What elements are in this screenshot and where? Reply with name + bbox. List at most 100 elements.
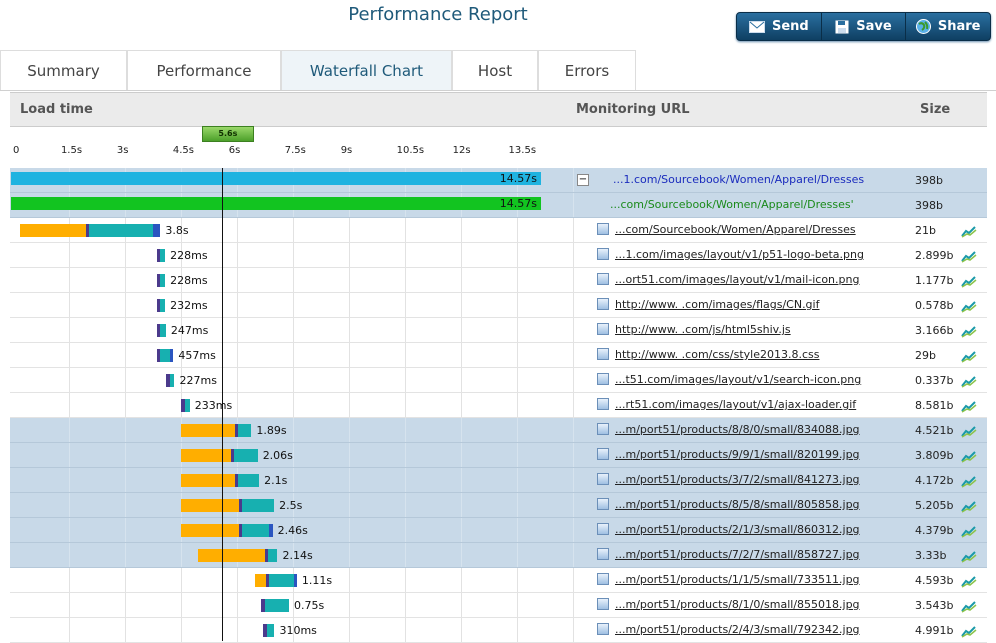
tab-summary[interactable]: Summary bbox=[0, 50, 127, 90]
resource-url[interactable]: ...m/port51/products/3/7/2/small/841273.… bbox=[615, 473, 860, 486]
load-time-value: 2.5s bbox=[279, 499, 303, 512]
trend-chart-icon[interactable] bbox=[961, 448, 977, 463]
grid-line bbox=[572, 168, 574, 192]
grid-line bbox=[348, 618, 350, 642]
trend-chart-icon[interactable] bbox=[961, 373, 977, 388]
grid-line bbox=[68, 468, 70, 492]
trend-chart-icon[interactable] bbox=[961, 623, 977, 638]
trend-chart-icon[interactable] bbox=[961, 248, 977, 263]
resource-url[interactable]: ...1.com/images/layout/v1/p51-logo-beta.… bbox=[615, 248, 864, 261]
grid-line bbox=[348, 218, 350, 242]
resource-size: 21b bbox=[915, 224, 936, 237]
load-time-value: 247ms bbox=[170, 324, 209, 337]
trend-chart-icon[interactable] bbox=[961, 273, 977, 288]
image-file-icon bbox=[597, 498, 609, 510]
resource-url[interactable]: ...ort51.com/images/layout/v1/mail-icon.… bbox=[615, 273, 860, 286]
timing-wait-segment bbox=[180, 424, 235, 437]
trend-chart-icon[interactable] bbox=[961, 523, 977, 538]
resource-url[interactable]: http://www. .com/images/flags/CN.gif bbox=[615, 298, 820, 311]
timing-receive-segment bbox=[233, 449, 258, 462]
resource-url[interactable]: ...m/port51/products/7/2/7/small/858727.… bbox=[615, 548, 860, 561]
trend-chart-icon[interactable] bbox=[961, 398, 977, 413]
grid-line bbox=[124, 568, 126, 592]
resource-size: 3.809b bbox=[915, 449, 954, 462]
grid-line bbox=[348, 418, 350, 442]
image-file-icon bbox=[597, 398, 609, 410]
grid-line bbox=[180, 243, 182, 267]
grid-line bbox=[572, 193, 574, 217]
trend-chart-icon[interactable] bbox=[961, 348, 977, 363]
grid-line bbox=[124, 418, 126, 442]
load-time-value: 457ms bbox=[178, 349, 216, 362]
resource-url[interactable]: ...com/Sourcebook/Women/Apparel/Dresses bbox=[615, 223, 856, 236]
grid-line bbox=[68, 568, 70, 592]
resource-url[interactable]: ...t51.com/images/layout/v1/search-icon.… bbox=[615, 373, 862, 386]
timing-receive-segment bbox=[268, 549, 278, 562]
trend-chart-icon[interactable] bbox=[961, 573, 977, 588]
grid-line bbox=[404, 293, 406, 317]
grid-line bbox=[292, 443, 294, 467]
grid-line bbox=[572, 393, 574, 417]
resource-size: 3.543b bbox=[915, 599, 954, 612]
grid-line bbox=[236, 268, 238, 292]
collapse-toggle[interactable]: − bbox=[577, 174, 589, 186]
trend-chart-icon[interactable] bbox=[961, 548, 977, 563]
grid-line bbox=[180, 593, 182, 617]
resource-url[interactable]: ...rt51.com/images/layout/v1/ajax-loader… bbox=[615, 398, 857, 411]
trend-chart-icon[interactable] bbox=[961, 598, 977, 613]
table-row: 1.11s ...m/port51/products/1/1/5/small/73… bbox=[10, 568, 987, 593]
trend-chart-icon[interactable] bbox=[961, 223, 977, 238]
resource-url[interactable]: ...m/port51/products/8/8/0/small/834088.… bbox=[615, 423, 860, 436]
waterfall-rows: 14.57s − ...1.com/Sourcebook/Women/Apparel… bbox=[10, 168, 987, 643]
table-row: 2.46s ...m/port51/products/2/1/3/small/86… bbox=[10, 518, 987, 543]
size-header[interactable]: Size bbox=[920, 102, 951, 117]
load-time-value: 3.8s bbox=[165, 224, 189, 237]
trend-chart-icon[interactable] bbox=[961, 473, 977, 488]
timing-connect-segment bbox=[265, 574, 270, 587]
image-file-icon bbox=[597, 623, 609, 635]
resource-url[interactable]: ...m/port51/products/8/1/0/small/855018.… bbox=[615, 598, 860, 611]
trend-chart-icon[interactable] bbox=[961, 323, 977, 338]
grid-line bbox=[124, 293, 126, 317]
resource-url[interactable]: ...m/port51/products/2/1/3/small/860312.… bbox=[615, 523, 860, 536]
tab-performance[interactable]: Performance bbox=[127, 50, 281, 90]
resource-url[interactable]: ...m/port51/products/9/9/1/small/820199.… bbox=[615, 448, 860, 461]
load-time-header[interactable]: Load time bbox=[20, 102, 93, 117]
timing-wait-segment bbox=[180, 474, 235, 487]
timing-dns-segment bbox=[152, 224, 161, 237]
resource-size: 4.593b bbox=[915, 574, 954, 587]
summary-url[interactable]: ...com/Sourcebook/Women/Apparel/Dresses' bbox=[610, 198, 854, 211]
resource-url[interactable]: ...m/port51/products/8/5/8/small/805858.… bbox=[615, 498, 860, 511]
load-time-value: 232ms bbox=[170, 299, 208, 312]
resource-url[interactable]: ...m/port51/products/1/1/5/small/733511.… bbox=[615, 573, 860, 586]
trend-chart-icon[interactable] bbox=[961, 298, 977, 313]
resource-url[interactable]: ...m/port51/products/2/4/3/small/792342.… bbox=[615, 623, 860, 636]
share-button[interactable]: Share bbox=[906, 13, 990, 40]
trend-chart-icon[interactable] bbox=[961, 498, 977, 513]
monitoring-url-header[interactable]: Monitoring URL bbox=[576, 102, 690, 117]
resource-url[interactable]: http://www. .com/css/style2013.8.css bbox=[615, 348, 820, 361]
summary-url[interactable]: ...1.com/Sourcebook/Women/Apparel/Dresse… bbox=[613, 173, 865, 186]
tab-errors[interactable]: Errors bbox=[538, 50, 636, 90]
grid-line bbox=[124, 268, 126, 292]
tab-host[interactable]: Host bbox=[452, 50, 538, 90]
grid-line bbox=[68, 368, 70, 392]
table-header: Load time Monitoring URL Size bbox=[10, 92, 987, 127]
grid-line bbox=[348, 568, 350, 592]
load-time-value: 2.1s bbox=[264, 474, 288, 487]
grid-line bbox=[124, 618, 126, 642]
tab-waterfall-chart[interactable]: Waterfall Chart bbox=[281, 50, 452, 90]
grid-line bbox=[460, 468, 462, 492]
timing-connect-segment bbox=[165, 374, 170, 387]
trend-chart-icon[interactable] bbox=[961, 423, 977, 438]
envelope-icon bbox=[748, 20, 765, 33]
timing-connect-segment bbox=[234, 474, 238, 487]
save-button[interactable]: Save bbox=[822, 13, 907, 40]
timing-receive-segment bbox=[184, 399, 190, 412]
grid-line bbox=[68, 493, 70, 517]
resource-size: 0.578b bbox=[915, 299, 954, 312]
grid-line bbox=[460, 443, 462, 467]
load-time-value: 2.46s bbox=[277, 524, 308, 537]
resource-url[interactable]: http://www. .com/js/html5shiv.js bbox=[615, 323, 791, 336]
send-button[interactable]: Send bbox=[737, 13, 822, 40]
